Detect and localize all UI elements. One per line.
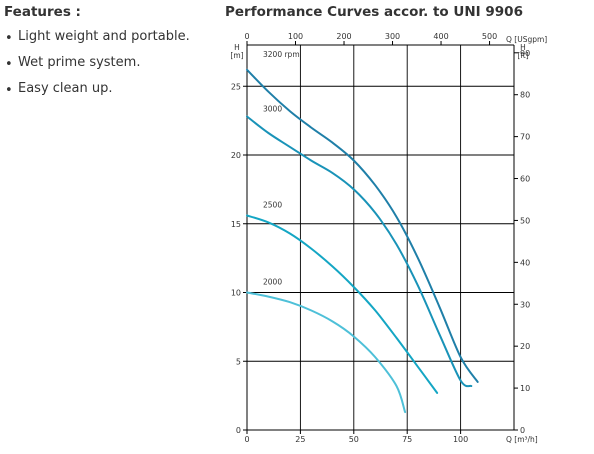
x-bottom-tick-label: 75 (402, 435, 412, 444)
x-top-tick-label: 500 (482, 32, 497, 41)
feature-text: Wet prime system. (18, 55, 141, 70)
y-right-tick-label: 20 (520, 342, 530, 351)
y-right-axis-label: H (520, 43, 526, 52)
feature-item: • Wet prime system. (4, 55, 219, 81)
x-bottom-tick-label: 50 (349, 435, 359, 444)
x-top-tick-label: 0 (244, 32, 249, 41)
bullet-icon: • (5, 57, 13, 72)
y-right-tick-label: 30 (520, 300, 530, 309)
series-line-2000 (246, 291, 407, 414)
x-top-axis-label: Q [USgpm] (506, 35, 547, 44)
bullet-icon: • (5, 31, 13, 46)
series-line-2500 (246, 214, 439, 394)
series-line-3000 (246, 115, 473, 388)
feature-item: • Light weight and portable. (4, 29, 219, 55)
feature-item: • Easy clean up. (4, 81, 219, 107)
x-bottom-tick-label: 25 (295, 435, 305, 444)
y-right-tick-label: 10 (520, 384, 530, 393)
bullet-icon: • (5, 83, 13, 98)
chart-title: Performance Curves accor. to UNI 9906 (225, 4, 523, 20)
series-label: 3200 rpm (263, 50, 300, 59)
x-bottom-tick-label: 0 (244, 435, 249, 444)
y-right-tick-label: 90 (520, 49, 530, 58)
features-title: Features : (4, 4, 81, 20)
x-bottom-axis-label: Q [m³/h] (506, 435, 538, 444)
y-left-tick-label: 10 (231, 289, 241, 298)
series-line-3200 (246, 68, 479, 383)
x-top-tick-label: 400 (433, 32, 448, 41)
y-left-tick-label: 25 (231, 82, 241, 91)
series-label: 3000 (263, 105, 282, 114)
y-left-axis-unit: [m] (230, 51, 243, 60)
y-right-tick-label: 0 (520, 426, 525, 435)
y-left-tick-label: 5 (236, 357, 241, 366)
x-bottom-tick-label: 100 (453, 435, 468, 444)
y-left-tick-label: 0 (236, 426, 241, 435)
x-top-tick-label: 300 (385, 32, 400, 41)
x-top-tick-label: 200 (336, 32, 351, 41)
y-right-tick-label: 70 (520, 133, 530, 142)
x-top-tick-label: 100 (288, 32, 303, 41)
y-left-tick-label: 15 (231, 220, 241, 229)
series-label: 2500 (263, 201, 282, 210)
series-label: 2000 (263, 278, 282, 287)
feature-text: Easy clean up. (18, 81, 113, 96)
y-left-tick-label: 20 (231, 151, 241, 160)
y-right-tick-label: 40 (520, 258, 530, 267)
feature-text: Light weight and portable. (18, 29, 190, 44)
y-right-tick-label: 50 (520, 216, 530, 225)
y-right-tick-label: 80 (520, 91, 530, 100)
y-right-tick-label: 60 (520, 175, 530, 184)
features-panel: Features : • Light weight and portable. •… (0, 0, 219, 107)
y-right-axis-unit: [ft] (517, 51, 528, 60)
features-list: • Light weight and portable. • Wet prime s… (4, 29, 219, 107)
y-left-axis-label: H (234, 43, 240, 52)
